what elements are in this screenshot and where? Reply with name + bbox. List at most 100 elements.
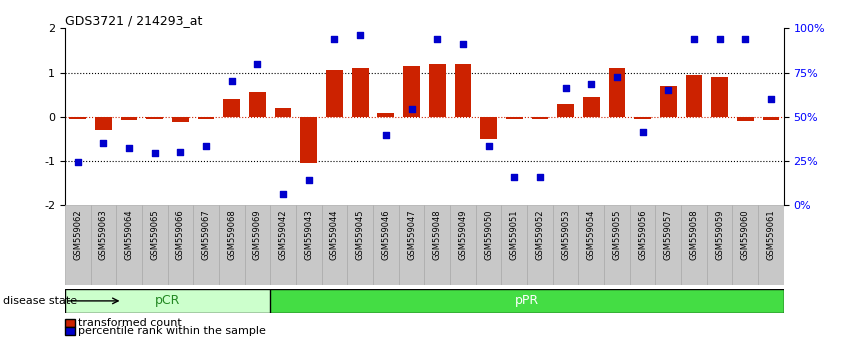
Point [610, 74, 624, 80]
Bar [398, 205, 424, 285]
Point [250, 61, 264, 67]
Point [585, 81, 598, 86]
Point [173, 149, 187, 155]
Text: pPR: pPR [515, 295, 540, 307]
Bar [65, 205, 91, 285]
Bar [373, 205, 398, 285]
Text: GSM559047: GSM559047 [407, 209, 416, 260]
Bar [404, 66, 420, 117]
Bar [65, 289, 270, 313]
Bar [733, 205, 758, 285]
Text: GSM559058: GSM559058 [689, 209, 698, 260]
Bar [604, 205, 630, 285]
Text: disease state: disease state [3, 296, 78, 306]
Bar [630, 205, 656, 285]
Bar [707, 205, 733, 285]
Bar [429, 64, 445, 117]
Bar [270, 205, 296, 285]
Bar [660, 86, 676, 117]
Text: GSM559046: GSM559046 [381, 209, 391, 260]
Bar [609, 68, 625, 117]
Point [713, 36, 727, 42]
Bar [378, 113, 394, 117]
Bar [763, 117, 779, 120]
Point [662, 87, 675, 93]
Bar [146, 117, 163, 120]
Point [327, 36, 341, 42]
Bar [69, 117, 86, 119]
Bar [193, 205, 219, 285]
Bar [475, 205, 501, 285]
Text: GSM559048: GSM559048 [433, 209, 442, 260]
Text: pCR: pCR [155, 295, 180, 307]
Bar [583, 97, 599, 117]
Point [430, 36, 444, 42]
Text: GSM559059: GSM559059 [715, 209, 724, 260]
Bar [686, 75, 702, 117]
Text: GSM559052: GSM559052 [535, 209, 545, 260]
Text: GSM559043: GSM559043 [304, 209, 313, 260]
Bar [142, 205, 168, 285]
Bar [296, 205, 321, 285]
Text: GSM559049: GSM559049 [458, 209, 468, 260]
Text: GSM559064: GSM559064 [125, 209, 133, 260]
Text: GSM559044: GSM559044 [330, 209, 339, 260]
Bar [95, 117, 112, 130]
Point [122, 145, 136, 151]
Point [559, 85, 572, 91]
Text: GSM559045: GSM559045 [356, 209, 365, 260]
Bar [501, 205, 527, 285]
Text: GSM559042: GSM559042 [279, 209, 288, 260]
Bar [275, 108, 292, 117]
Text: GSM559056: GSM559056 [638, 209, 647, 260]
Text: GSM559069: GSM559069 [253, 209, 262, 260]
Point [456, 41, 469, 47]
Bar [120, 117, 138, 120]
Bar [681, 205, 707, 285]
Bar [758, 205, 784, 285]
Bar [450, 205, 475, 285]
Bar [506, 117, 522, 119]
Text: GSM559055: GSM559055 [612, 209, 622, 260]
Bar [270, 289, 784, 313]
Point [199, 143, 213, 148]
Point [71, 159, 85, 165]
Bar [532, 117, 548, 119]
Bar [301, 117, 317, 163]
Bar [347, 205, 373, 285]
Text: GSM559050: GSM559050 [484, 209, 493, 260]
Bar [553, 205, 578, 285]
Point [481, 143, 495, 148]
Bar [711, 77, 728, 117]
Bar [455, 64, 471, 117]
Text: transformed count: transformed count [78, 318, 182, 328]
Bar [91, 205, 116, 285]
Bar [527, 205, 553, 285]
Text: percentile rank within the sample: percentile rank within the sample [78, 326, 266, 336]
Bar [116, 205, 142, 285]
Point [687, 36, 701, 42]
Point [379, 132, 393, 137]
Bar [557, 104, 574, 117]
Bar [737, 117, 753, 121]
Bar [634, 117, 651, 119]
Bar [172, 117, 189, 122]
Text: GSM559061: GSM559061 [766, 209, 775, 260]
Point [507, 174, 521, 179]
Text: GSM559057: GSM559057 [663, 209, 673, 260]
Text: GDS3721 / 214293_at: GDS3721 / 214293_at [65, 14, 203, 27]
Text: GSM559067: GSM559067 [202, 209, 210, 260]
Bar [321, 205, 347, 285]
Bar [197, 117, 215, 119]
Text: GSM559054: GSM559054 [586, 209, 596, 260]
Text: GSM559062: GSM559062 [74, 209, 82, 260]
Bar [326, 70, 343, 117]
Text: GSM559063: GSM559063 [99, 209, 108, 260]
Text: GSM559066: GSM559066 [176, 209, 185, 260]
Text: GSM559065: GSM559065 [151, 209, 159, 260]
Bar [223, 99, 240, 117]
Text: GSM559068: GSM559068 [227, 209, 236, 260]
Text: GSM559053: GSM559053 [561, 209, 570, 260]
Point [225, 79, 239, 84]
Text: GSM559051: GSM559051 [510, 209, 519, 260]
